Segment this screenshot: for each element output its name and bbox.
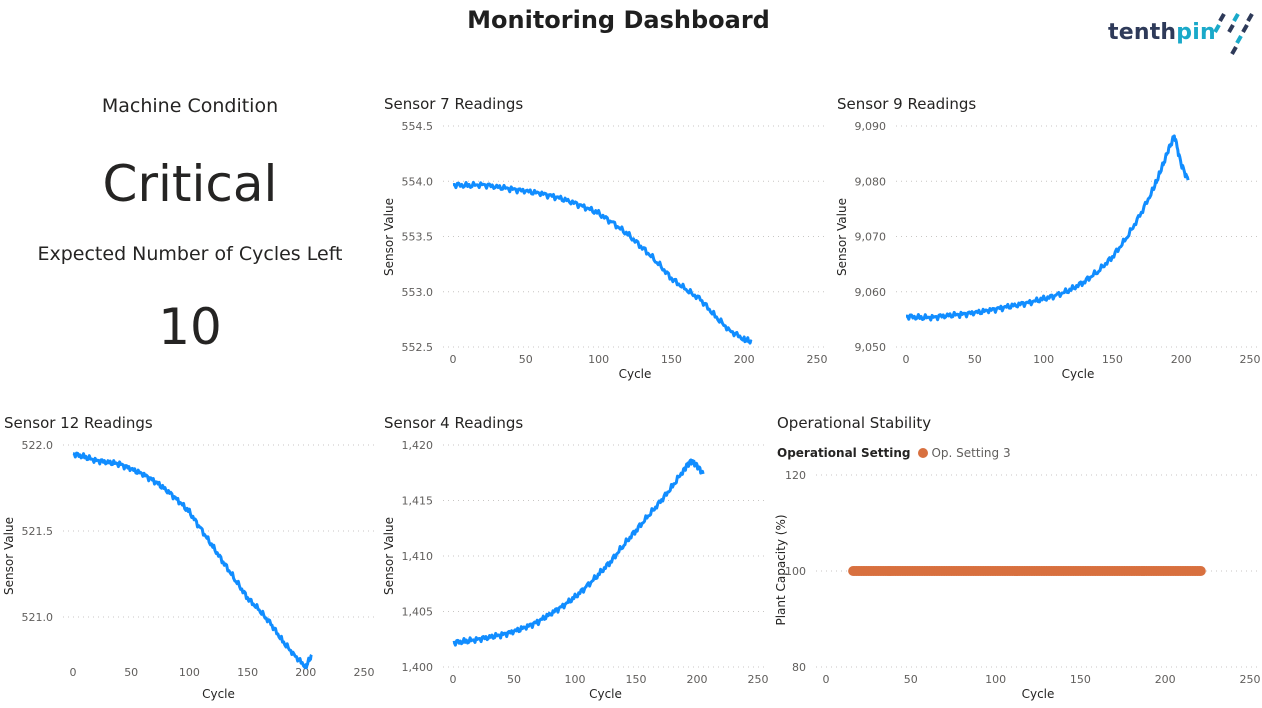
legend-title: Operational Setting [777, 446, 911, 460]
legend-entry: Op. Setting 3 [931, 446, 1011, 460]
x-tick-label: 150 [237, 666, 258, 679]
sensor-12-chart: 521.0 521.5 522.0 0 50 100 150 200 250 Cycle Senso… [2, 439, 375, 701]
machine-condition-label: Machine Condition [101, 95, 279, 117]
x-tick-label: 200 [295, 666, 316, 679]
x-tick-label: 150 [626, 673, 647, 686]
cycles-left-value: 10 [158, 298, 222, 356]
x-axis-label: Cycle [1022, 687, 1055, 701]
x-tick-label: 100 [565, 673, 586, 686]
x-tick-label: 100 [179, 666, 200, 679]
y-tick-label: 9,090 [855, 120, 887, 133]
x-tick-label: 250 [354, 666, 375, 679]
series-line[interactable] [72, 451, 313, 670]
x-tick-label: 150 [1102, 353, 1123, 366]
x-tick-label: 200 [1171, 353, 1192, 366]
sensor-9-chart: 9,050 9,060 9,070 9,080 9,090 0 50 100 150 200 250… [835, 120, 1261, 381]
y-tick-label: 9,060 [855, 286, 887, 299]
x-tick-label: 250 [1240, 673, 1261, 686]
x-tick-label: 150 [661, 353, 682, 366]
y-tick-label: 80 [792, 661, 806, 674]
sensor-7-chart: 552.5 553.0 553.5 554.0 554.5 0 50 100 150 200 250… [382, 120, 828, 381]
x-tick-label: 50 [124, 666, 138, 679]
y-tick-label: 521.5 [22, 525, 54, 538]
x-tick-label: 50 [968, 353, 982, 366]
scatter-point[interactable] [1195, 566, 1206, 576]
x-axis-label: Cycle [1062, 367, 1095, 381]
y-tick-label: 1,405 [402, 606, 434, 619]
y-tick-label: 120 [785, 469, 806, 482]
x-tick-label: 50 [904, 673, 918, 686]
x-tick-label: 0 [450, 673, 457, 686]
tenthpin-logo: tenthpin [1106, 10, 1262, 58]
x-tick-label: 250 [748, 673, 769, 686]
dashboard-title: Monitoring Dashboard [467, 6, 770, 34]
x-tick-label: 200 [687, 673, 708, 686]
machine-condition-value: Critical [102, 155, 278, 213]
legend-marker-icon [918, 448, 929, 458]
y-tick-label: 1,420 [402, 439, 434, 452]
y-tick-label: 552.5 [402, 341, 434, 354]
y-tick-label: 521.0 [22, 611, 54, 624]
x-tick-label: 100 [985, 673, 1006, 686]
logo-text-highlight: pin [1176, 20, 1216, 45]
y-tick-label: 100 [785, 565, 806, 578]
x-tick-label: 0 [450, 353, 457, 366]
logo-text-main: tenth [1108, 20, 1177, 45]
sensor-4-chart: 1,400 1,405 1,410 1,415 1,420 0 50 100 150 200 250… [382, 439, 769, 701]
y-tick-label: 9,080 [855, 175, 887, 188]
x-tick-label: 100 [588, 353, 609, 366]
operational-stability-chart: 80 100 120 0 50 100 150 200 250 Cycle Plant Capaci… [774, 469, 1261, 701]
y-axis-label: Sensor Value [2, 517, 16, 595]
x-tick-label: 100 [1033, 353, 1054, 366]
x-axis-label: Cycle [619, 367, 652, 381]
sensor-4-title: Sensor 4 Readings [384, 414, 524, 432]
logo-slash-mark-icon [1213, 13, 1254, 55]
cycles-left-label: Expected Number of Cycles Left [37, 243, 343, 265]
sensor-9-title: Sensor 9 Readings [837, 95, 977, 113]
y-axis-label: Plant Capacity (%) [774, 514, 788, 625]
y-tick-label: 9,050 [855, 341, 887, 354]
series-line[interactable] [452, 180, 753, 345]
x-tick-label: 200 [1155, 673, 1176, 686]
y-tick-label: 553.0 [402, 286, 434, 299]
y-tick-label: 1,415 [402, 495, 434, 508]
x-tick-label: 0 [823, 673, 830, 686]
y-tick-label: 554.0 [402, 175, 434, 188]
x-tick-label: 50 [519, 353, 533, 366]
y-axis-label: Sensor Value [382, 198, 396, 276]
x-tick-label: 150 [1070, 673, 1091, 686]
sensor-12-title: Sensor 12 Readings [4, 414, 153, 432]
x-tick-label: 0 [903, 353, 910, 366]
y-tick-label: 9,070 [855, 231, 887, 244]
x-tick-label: 50 [507, 673, 521, 686]
x-axis-label: Cycle [202, 687, 235, 701]
operational-setting-legend: Operational Setting Op. Setting 3 [777, 446, 1011, 460]
y-tick-label: 553.5 [402, 231, 434, 244]
y-axis-label: Sensor Value [382, 517, 396, 595]
y-tick-label: 522.0 [22, 439, 54, 452]
x-tick-label: 250 [1240, 353, 1261, 366]
operational-stability-title: Operational Stability [777, 414, 932, 432]
x-tick-label: 0 [70, 666, 77, 679]
logo-wordmark: tenthpin [1108, 20, 1216, 45]
y-axis-label: Sensor Value [835, 198, 849, 276]
y-tick-label: 1,410 [402, 550, 434, 563]
sensor-7-title: Sensor 7 Readings [384, 95, 524, 113]
x-tick-label: 200 [734, 353, 755, 366]
series-line[interactable] [452, 458, 705, 647]
series-line[interactable] [905, 134, 1190, 322]
x-axis-label: Cycle [589, 687, 622, 701]
x-tick-label: 250 [807, 353, 828, 366]
y-tick-label: 1,400 [402, 661, 434, 674]
y-tick-label: 554.5 [402, 120, 434, 133]
